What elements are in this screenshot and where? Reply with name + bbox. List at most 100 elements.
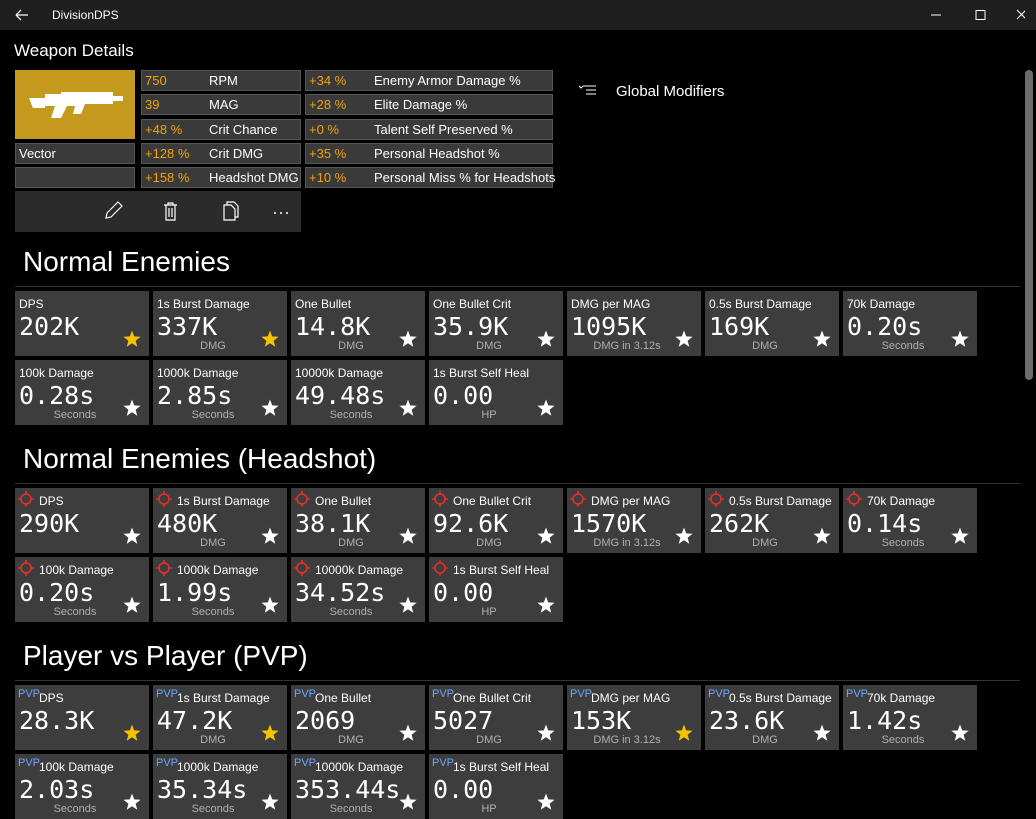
stat-tile[interactable]: 1s Burst Damage 337K DMG	[153, 291, 287, 356]
favorite-star[interactable]	[122, 595, 142, 615]
stat-label: Crit DMG	[209, 146, 264, 161]
scrollbar[interactable]	[1025, 70, 1033, 380]
favorite-star[interactable]	[398, 329, 418, 349]
stat-tile[interactable]: PVP DPS 28.3K	[15, 685, 149, 750]
stat-tile[interactable]: PVP One Bullet 2069 DMG	[291, 685, 425, 750]
stat-tile[interactable]: DMG per MAG 1095K DMG in 3.12s	[567, 291, 701, 356]
back-button[interactable]	[14, 8, 30, 22]
stat-tile[interactable]: One Bullet Crit 35.9K DMG	[429, 291, 563, 356]
favorite-star[interactable]	[536, 792, 556, 812]
weapon-name[interactable]: Vector	[15, 143, 135, 164]
favorite-star[interactable]	[536, 723, 556, 743]
favorite-star[interactable]	[398, 723, 418, 743]
stat-tile[interactable]: DMG per MAG 1570K DMG in 3.12s	[567, 488, 701, 553]
favorite-star[interactable]	[260, 329, 280, 349]
favorite-star[interactable]	[122, 398, 142, 418]
favorite-star[interactable]	[950, 329, 970, 349]
stat-tile[interactable]: PVP 10000k Damage 353.44s Seconds	[291, 754, 425, 819]
stat-row: +128 % Crit DMG	[141, 143, 301, 164]
stat-tile[interactable]: PVP 1s Burst Damage 47.2K DMG	[153, 685, 287, 750]
tile-unit: DMG	[200, 340, 226, 352]
favorite-star[interactable]	[398, 595, 418, 615]
stat-tile[interactable]: 1000k Damage 1.99s Seconds	[153, 557, 287, 622]
tile-title: 10000k Damage	[315, 760, 404, 774]
delete-button[interactable]	[164, 202, 177, 221]
favorite-star[interactable]	[260, 398, 280, 418]
headshot-icon	[846, 491, 862, 507]
favorite-star[interactable]	[536, 398, 556, 418]
stat-tile[interactable]: 0.5s Burst Damage 169K DMG	[705, 291, 839, 356]
star-shape	[813, 527, 831, 544]
stat-tile[interactable]: PVP 1s Burst Self Heal 0.00 HP	[429, 754, 563, 819]
tile-unit: HP	[481, 606, 497, 618]
stat-tile[interactable]: One Bullet Crit 92.6K DMG	[429, 488, 563, 553]
stat-tile[interactable]: 70k Damage 0.14s Seconds	[843, 488, 977, 553]
favorite-star[interactable]	[260, 595, 280, 615]
stat-tile[interactable]: 0.5s Burst Damage 262K DMG	[705, 488, 839, 553]
tile-value: 28.3K	[19, 706, 95, 735]
tile-value: 47.2K	[157, 706, 233, 735]
tile-title: 1s Burst Damage	[177, 691, 270, 705]
favorite-star[interactable]	[950, 526, 970, 546]
tile-value: 35.9K	[433, 312, 509, 341]
favorite-star[interactable]	[950, 723, 970, 743]
stat-tile[interactable]: 10000k Damage 34.52s Seconds	[291, 557, 425, 622]
stat-tile[interactable]: 1000k Damage 2.85s Seconds	[153, 360, 287, 425]
favorite-star[interactable]	[398, 398, 418, 418]
tile-unit: DMG	[752, 734, 778, 746]
tile-title: 10000k Damage	[315, 563, 404, 577]
stat-tile[interactable]: 100k Damage 0.20s Seconds	[15, 557, 149, 622]
stat-tile[interactable]: 1s Burst Self Heal 0.00 HP	[429, 360, 563, 425]
stat-tile[interactable]: One Bullet 38.1K DMG	[291, 488, 425, 553]
window-controls[interactable]	[925, 8, 1025, 22]
stat-tile[interactable]: PVP DMG per MAG 153K DMG in 3.12s	[567, 685, 701, 750]
favorite-star[interactable]	[122, 329, 142, 349]
global-modifiers[interactable]: Global Modifiers	[616, 83, 725, 100]
favorite-star[interactable]	[674, 329, 694, 349]
stat-tile[interactable]: PVP 100k Damage 2.03s Seconds	[15, 754, 149, 819]
tile-title: 1s Burst Damage	[157, 297, 250, 311]
tile-title: 1s Burst Self Heal	[453, 563, 550, 577]
favorite-star[interactable]	[122, 723, 142, 743]
favorite-star[interactable]	[260, 526, 280, 546]
stat-tile[interactable]: DPS 290K	[15, 488, 149, 553]
stat-tile[interactable]: PVP 1000k Damage 35.34s Seconds	[153, 754, 287, 819]
favorite-star[interactable]	[260, 723, 280, 743]
stat-tile[interactable]: 1s Burst Damage 480K DMG	[153, 488, 287, 553]
edit-button[interactable]	[105, 201, 123, 219]
tile-unit: Seconds	[881, 734, 925, 746]
favorite-star[interactable]	[122, 792, 142, 812]
stat-tile[interactable]: PVP 0.5s Burst Damage 23.6K DMG	[705, 685, 839, 750]
favorite-star[interactable]	[398, 526, 418, 546]
stat-tile[interactable]: PVP One Bullet Crit 5027 DMG	[429, 685, 563, 750]
stat-tile[interactable]: 10000k Damage 49.48s Seconds	[291, 360, 425, 425]
tile-value: 0.20s	[847, 312, 923, 341]
more-button[interactable]	[274, 212, 288, 214]
favorite-star[interactable]	[812, 329, 832, 349]
favorite-star[interactable]	[398, 792, 418, 812]
favorite-star[interactable]	[122, 526, 142, 546]
stat-tile[interactable]: One Bullet 14.8K DMG	[291, 291, 425, 356]
stat-tile[interactable]: PVP 70k Damage 1.42s Seconds	[843, 685, 977, 750]
favorite-star[interactable]	[536, 526, 556, 546]
star-shape	[537, 527, 555, 544]
stat-tile[interactable]: DPS 202K	[15, 291, 149, 356]
tile-unit: Seconds	[329, 606, 373, 618]
tile-value: 169K	[709, 312, 770, 341]
stat-tile[interactable]: 1s Burst Self Heal 0.00 HP	[429, 557, 563, 622]
weapon-field[interactable]	[15, 167, 135, 188]
tile-value: 262K	[709, 509, 770, 538]
modifiers-icon[interactable]	[578, 84, 598, 98]
stat-tile[interactable]: 70k Damage 0.20s Seconds	[843, 291, 977, 356]
stat-tile[interactable]: 100k Damage 0.28s Seconds	[15, 360, 149, 425]
favorite-star[interactable]	[260, 792, 280, 812]
favorite-star[interactable]	[536, 595, 556, 615]
copy-button[interactable]	[223, 201, 239, 221]
favorite-star[interactable]	[812, 723, 832, 743]
favorite-star[interactable]	[536, 329, 556, 349]
stat-label: Talent Self Preserved %	[374, 122, 513, 137]
stat-value: +158 %	[145, 170, 190, 185]
favorite-star[interactable]	[674, 723, 694, 743]
favorite-star[interactable]	[812, 526, 832, 546]
favorite-star[interactable]	[674, 526, 694, 546]
